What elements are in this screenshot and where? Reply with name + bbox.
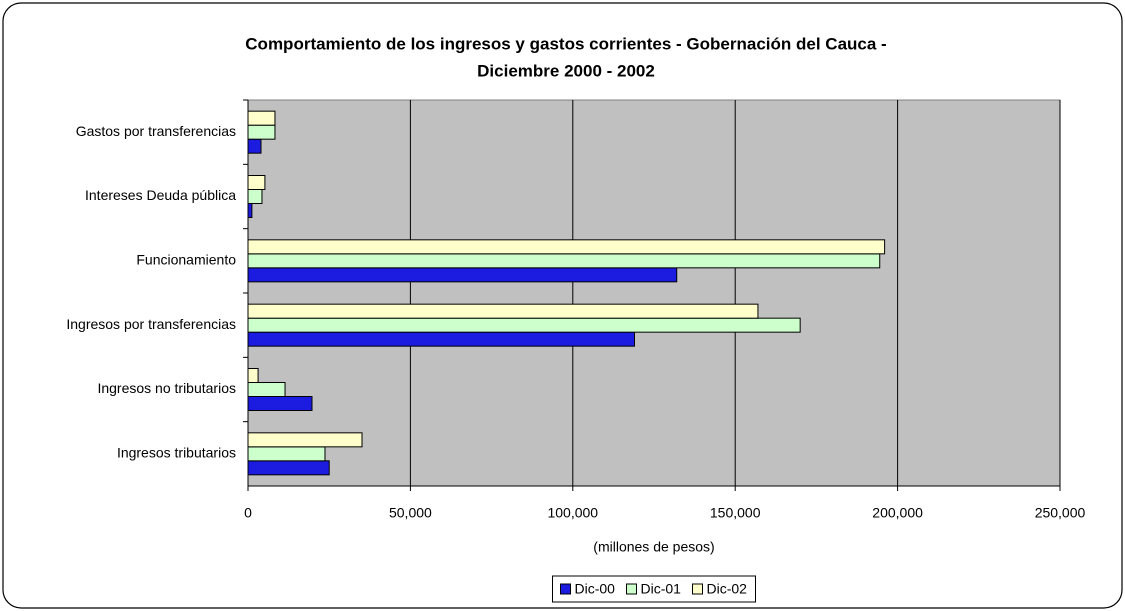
chart-title: Diciembre 2000 - 2002	[477, 61, 655, 80]
legend-swatch	[560, 583, 571, 595]
bar	[247, 110, 276, 126]
y-tick-label: Intereses Deuda pública	[85, 187, 236, 203]
legend-label: Dic-00	[575, 581, 616, 597]
y-tick-label: Ingresos por transferencias	[66, 316, 236, 332]
bar	[247, 203, 253, 218]
x-tick-label: 50,000	[389, 505, 432, 521]
y-tick-label: Ingresos no tributarios	[97, 380, 236, 396]
bar	[247, 446, 326, 462]
bar	[247, 432, 363, 448]
bar	[247, 267, 678, 283]
plot-area	[247, 99, 1061, 487]
bar	[247, 396, 313, 411]
bar	[247, 331, 636, 347]
x-tick-label: 150,000	[710, 505, 761, 521]
y-tick-label: Ingresos tributarios	[117, 445, 236, 461]
legend-label: Dic-01	[641, 581, 682, 597]
bar	[247, 189, 263, 204]
bar	[247, 368, 259, 383]
x-tick-label: 200,000	[872, 505, 923, 521]
bar	[247, 175, 266, 190]
bar	[247, 138, 262, 154]
legend-swatch	[626, 583, 637, 595]
bar	[247, 382, 286, 397]
legend-box	[552, 575, 756, 603]
bar	[247, 303, 759, 319]
bar	[247, 124, 276, 140]
chart-title: Comportamiento de los ingresos y gastos …	[245, 34, 886, 53]
x-tick-label: 0	[244, 505, 252, 521]
bar	[247, 317, 801, 333]
y-tick-label: Funcionamiento	[136, 252, 236, 268]
x-axis-title: (millones de pesos)	[593, 539, 714, 555]
y-tick-label: Gastos por transferencias	[76, 123, 236, 139]
bar	[247, 460, 330, 476]
legend-swatch	[692, 583, 703, 595]
legend-label: Dic-02	[707, 581, 748, 597]
x-tick-label: 100,000	[547, 505, 598, 521]
x-tick-label: 250,000	[1035, 505, 1086, 521]
bar	[247, 239, 886, 255]
bar	[247, 253, 881, 269]
